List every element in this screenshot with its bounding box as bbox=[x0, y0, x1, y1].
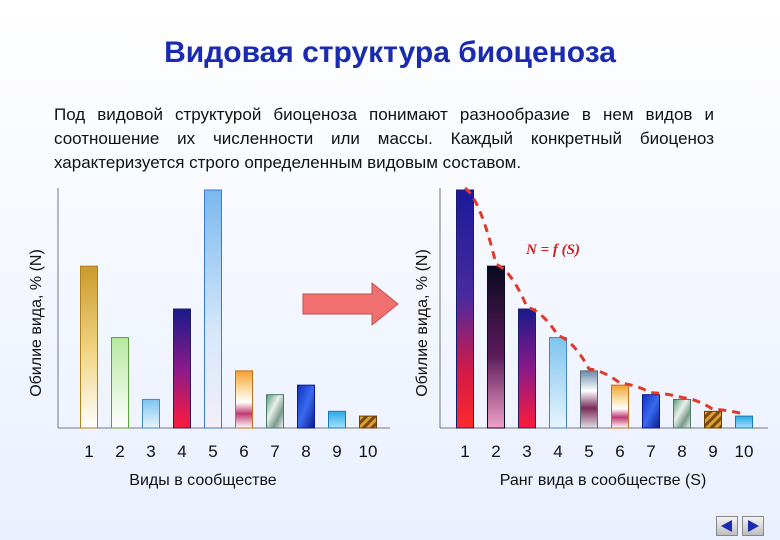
right-x-axis-label: Ранг вида в сообществе (S) bbox=[500, 472, 707, 489]
right-tick-label-6: 6 bbox=[615, 442, 624, 461]
left-tick-label-9: 9 bbox=[332, 442, 341, 461]
right-tick-label-5: 5 bbox=[584, 442, 593, 461]
left-bar-4 bbox=[173, 308, 191, 429]
left-bar-1 bbox=[80, 265, 98, 429]
right-bar-7 bbox=[642, 394, 660, 429]
curve-annotation: N = f (S) bbox=[525, 242, 580, 258]
left-bar-9 bbox=[328, 410, 346, 429]
left-tick-label-7: 7 bbox=[270, 442, 279, 461]
right-y-axis-label: Обилие вида, % (N) bbox=[414, 249, 431, 397]
right-tick-label-2: 2 bbox=[491, 442, 500, 461]
left-bar-6 bbox=[235, 370, 253, 429]
right-tick-label-1: 1 bbox=[460, 442, 469, 461]
fit-curve bbox=[464, 186, 745, 416]
left-bar-8 bbox=[297, 384, 315, 429]
left-tick-label-1: 1 bbox=[84, 442, 93, 461]
right-tick-label-7: 7 bbox=[646, 442, 655, 461]
left-bar-10 bbox=[359, 415, 377, 429]
page-title: Видовая структура биоценоза bbox=[164, 36, 616, 69]
right-bar-2 bbox=[487, 265, 505, 429]
right-bar-8 bbox=[673, 398, 691, 429]
transition-arrow bbox=[302, 281, 399, 327]
right-arrow-icon bbox=[748, 520, 759, 532]
left-tick-label-5: 5 bbox=[208, 442, 217, 461]
left-bar-3 bbox=[142, 398, 160, 429]
prev-slide-button[interactable] bbox=[716, 516, 738, 536]
right-bar-3 bbox=[518, 308, 536, 429]
left-arrow-icon bbox=[721, 520, 732, 532]
right-bar-6 bbox=[611, 384, 629, 429]
right-bar-10 bbox=[735, 415, 753, 429]
left-bar-5 bbox=[204, 189, 222, 429]
right-bar-5 bbox=[580, 370, 598, 429]
right-tick-label-3: 3 bbox=[522, 442, 531, 461]
right-tick-label-10: 10 bbox=[735, 442, 754, 461]
left-tick-label-10: 10 bbox=[359, 442, 378, 461]
left-x-axis-label: Виды в сообществе bbox=[129, 472, 277, 489]
right-tick-label-4: 4 bbox=[553, 442, 562, 461]
left-bar-7 bbox=[266, 394, 284, 429]
left-tick-label-4: 4 bbox=[177, 442, 186, 461]
right-tick-label-8: 8 bbox=[677, 442, 686, 461]
right-tick-label-9: 9 bbox=[708, 442, 717, 461]
right-bar-9 bbox=[704, 410, 722, 429]
right-bar-4 bbox=[549, 337, 567, 429]
left-tick-label-3: 3 bbox=[146, 442, 155, 461]
description-text: Под видовой структурой биоценоза понимаю… bbox=[54, 105, 714, 172]
left-tick-label-6: 6 bbox=[239, 442, 248, 461]
right-bar-1 bbox=[456, 189, 474, 429]
left-tick-label-8: 8 bbox=[301, 442, 310, 461]
left-y-axis-label: Обилие вида, % (N) bbox=[28, 249, 45, 397]
left-tick-label-2: 2 bbox=[115, 442, 124, 461]
left-bar-2 bbox=[111, 337, 129, 429]
next-slide-button[interactable] bbox=[742, 516, 764, 536]
